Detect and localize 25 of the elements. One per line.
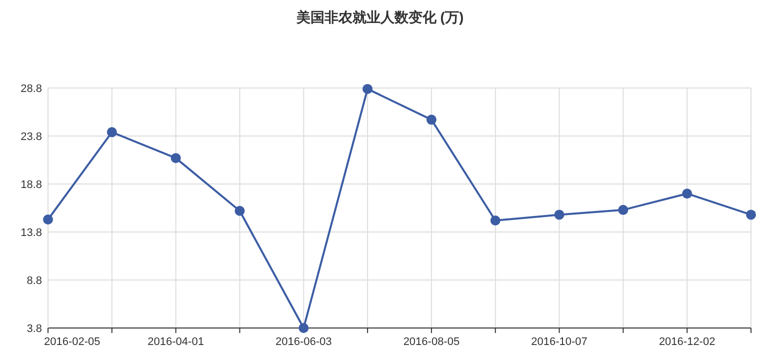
point <box>426 114 436 125</box>
y-tick-label: 28.8 <box>20 83 42 95</box>
y-tick-label: 23.8 <box>20 131 42 143</box>
point <box>234 206 245 216</box>
point <box>106 127 117 138</box>
point <box>682 188 692 199</box>
point <box>362 84 373 94</box>
x-tick-label: 2016-08-05 <box>403 336 460 348</box>
y-tick-label: 8.8 <box>26 275 42 287</box>
y-tick-label: 13.8 <box>20 227 42 239</box>
x-tick-label: 2016-02-05 <box>44 336 100 348</box>
point <box>490 215 500 226</box>
x-tick-label: 2016-06-03 <box>275 336 332 348</box>
point <box>554 210 564 220</box>
point <box>43 214 53 225</box>
x-tick-label: 2016-04-01 <box>148 336 204 348</box>
x-tick-label: 2016-10-07 <box>531 336 588 348</box>
y-tick-label: 3.8 <box>26 323 42 335</box>
y-tick-label: 18.8 <box>20 179 42 191</box>
point <box>170 153 181 164</box>
x-tick-label: 2016-12-02 <box>658 336 716 348</box>
point <box>298 323 309 333</box>
chart-title: 美国非农就业人数变化 (万) <box>295 9 464 25</box>
point <box>746 210 756 220</box>
point <box>618 204 628 215</box>
